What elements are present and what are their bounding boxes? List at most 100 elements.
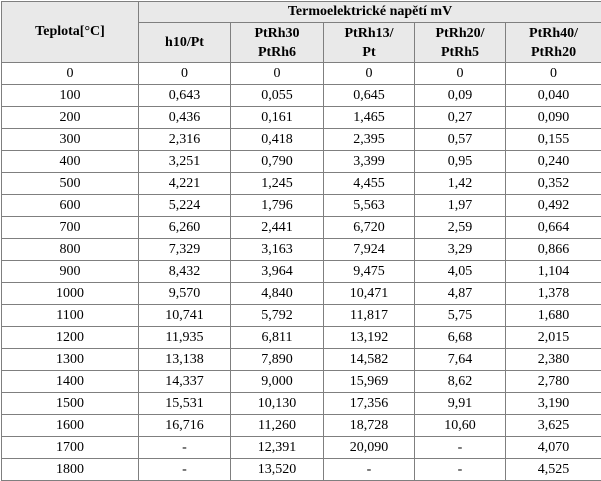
voltage-cell: 12,391: [231, 437, 324, 459]
voltage-cell: 1,104: [506, 261, 601, 283]
voltage-cell: 1,680: [506, 305, 601, 327]
voltage-cell: 0,436: [139, 107, 231, 129]
voltage-cell: 6,720: [324, 217, 415, 239]
temperature-cell: 1600: [2, 415, 139, 437]
voltage-cell: 0,95: [415, 151, 506, 173]
voltage-cell: 7,890: [231, 349, 324, 371]
column-header-line: h10/Pt: [139, 33, 230, 52]
voltage-cell: 4,455: [324, 173, 415, 195]
voltage-cell: 10,471: [324, 283, 415, 305]
voltage-cell: 5,75: [415, 305, 506, 327]
voltage-cell: 0,240: [506, 151, 601, 173]
voltage-cell: 0,643: [139, 85, 231, 107]
voltage-cell: 2,441: [231, 217, 324, 239]
voltage-cell: 0,492: [506, 195, 601, 217]
voltage-cell: 0,352: [506, 173, 601, 195]
temperature-cell: 800: [2, 239, 139, 261]
voltage-cell: 1,796: [231, 195, 324, 217]
column-header-line: PtRh20/: [415, 24, 505, 43]
voltage-cell: 10,741: [139, 305, 231, 327]
voltage-cell: 11,260: [231, 415, 324, 437]
voltage-cell: 2,395: [324, 129, 415, 151]
temperature-cell: 200: [2, 107, 139, 129]
voltage-cell: 2,780: [506, 371, 601, 393]
voltage-cell: -: [139, 459, 231, 481]
voltage-cell: 11,935: [139, 327, 231, 349]
voltage-cell: 1,42: [415, 173, 506, 195]
voltage-cell: 2,380: [506, 349, 601, 371]
voltage-cell: 0: [324, 63, 415, 85]
column-header: PtRh20/PtRh5: [415, 23, 506, 63]
voltage-cell: 6,260: [139, 217, 231, 239]
column-header-line: PtRh30: [231, 24, 323, 43]
column-header: h10/Pt: [139, 23, 231, 63]
column-header: PtRh13/Pt: [324, 23, 415, 63]
temperature-cell: 1100: [2, 305, 139, 327]
voltage-cell: 6,811: [231, 327, 324, 349]
voltage-cell: -: [415, 437, 506, 459]
temperature-cell: 1500: [2, 393, 139, 415]
column-header-line: PtRh5: [415, 43, 505, 62]
temperature-cell: 700: [2, 217, 139, 239]
voltage-cell: 5,792: [231, 305, 324, 327]
voltage-cell: 1,245: [231, 173, 324, 195]
voltage-cell: 8,432: [139, 261, 231, 283]
temperature-cell: 1400: [2, 371, 139, 393]
voltage-cell: 15,969: [324, 371, 415, 393]
voltage-cell: 0,055: [231, 85, 324, 107]
temperature-cell: 1800: [2, 459, 139, 481]
voltage-cell: -: [324, 459, 415, 481]
column-header: PtRh40/PtRh20: [506, 23, 601, 63]
voltage-cell: 13,138: [139, 349, 231, 371]
voltage-cell: 3,251: [139, 151, 231, 173]
voltage-cell: 0: [415, 63, 506, 85]
voltage-cell: 17,356: [324, 393, 415, 415]
voltage-cell: 4,221: [139, 173, 231, 195]
voltage-cell: 0,645: [324, 85, 415, 107]
voltage-cell: 3,964: [231, 261, 324, 283]
voltage-cell: 0,57: [415, 129, 506, 151]
column-header-line: PtRh6: [231, 43, 323, 62]
voltage-cell: 4,840: [231, 283, 324, 305]
temperature-cell: 500: [2, 173, 139, 195]
voltage-cell: 0,27: [415, 107, 506, 129]
voltage-cell: 9,91: [415, 393, 506, 415]
voltage-cell: 3,163: [231, 239, 324, 261]
voltage-cell: 7,924: [324, 239, 415, 261]
voltage-cell: 10,130: [231, 393, 324, 415]
column-header-line: Pt: [324, 43, 414, 62]
temperature-header: Teplota[°C]: [2, 2, 139, 63]
voltage-cell: 0,040: [506, 85, 601, 107]
voltage-cell: 0,09: [415, 85, 506, 107]
voltage-cell: 18,728: [324, 415, 415, 437]
table-header: Teplota[°C] Termoelektrické napětí mV h1…: [2, 2, 601, 63]
column-header-line: PtRh20: [506, 43, 601, 62]
temperature-cell: 300: [2, 129, 139, 151]
voltage-cell: 2,015: [506, 327, 601, 349]
table-row: 1800-13,520--4,525: [2, 459, 601, 481]
voltage-cell: 0,866: [506, 239, 601, 261]
voltage-cell: 0,418: [231, 129, 324, 151]
voltage-cell: 11,817: [324, 305, 415, 327]
voltage-cell: -: [415, 459, 506, 481]
temperature-cell: 1700: [2, 437, 139, 459]
temperature-cell: 1300: [2, 349, 139, 371]
voltage-cell: 3,190: [506, 393, 601, 415]
